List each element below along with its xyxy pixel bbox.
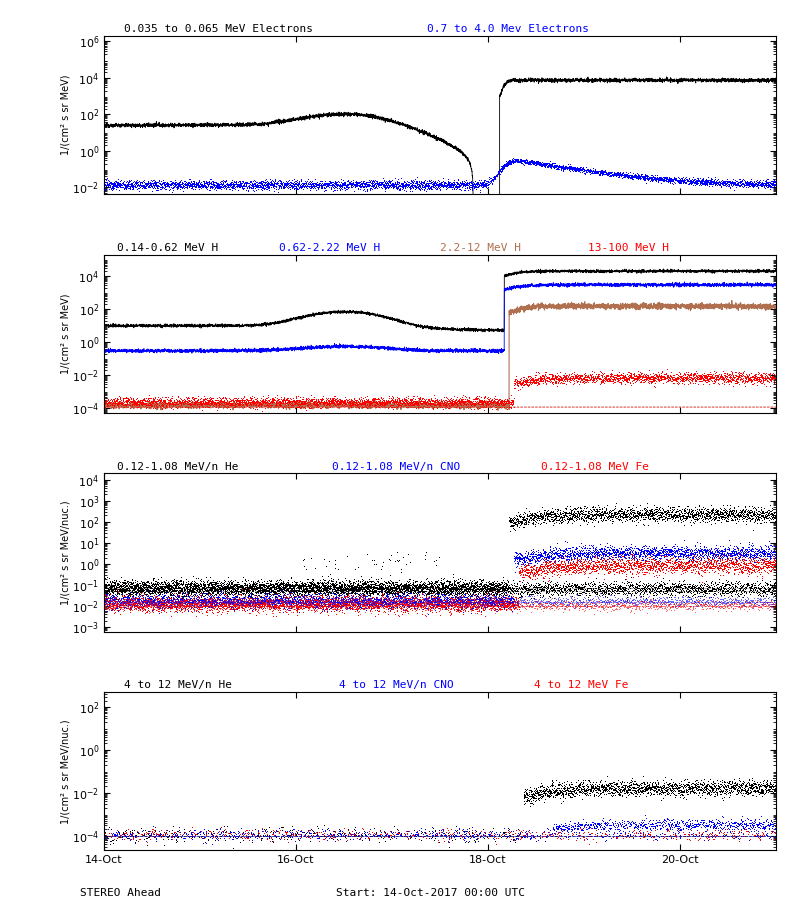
Y-axis label: 1/(cm² s sr MeV): 1/(cm² s sr MeV) [61,293,70,374]
Text: 4 to 12 MeV/n He: 4 to 12 MeV/n He [124,680,232,690]
Text: 0.12-1.08 MeV/n He: 0.12-1.08 MeV/n He [118,462,239,472]
Text: 0.12-1.08 MeV Fe: 0.12-1.08 MeV Fe [541,462,649,472]
Y-axis label: 1/(cm² s sr MeV): 1/(cm² s sr MeV) [61,75,71,156]
Text: 0.62-2.22 MeV H: 0.62-2.22 MeV H [278,243,380,253]
Text: Start: 14-Oct-2017 00:00 UTC: Start: 14-Oct-2017 00:00 UTC [336,887,525,897]
Y-axis label: 1/(cm² s sr MeV/nuc.): 1/(cm² s sr MeV/nuc.) [61,500,70,605]
Y-axis label: 1/(cm² s sr MeV/nuc.): 1/(cm² s sr MeV/nuc.) [61,719,70,824]
Text: STEREO Ahead: STEREO Ahead [80,887,161,897]
Text: 4 to 12 MeV Fe: 4 to 12 MeV Fe [534,680,629,690]
Text: 0.14-0.62 MeV H: 0.14-0.62 MeV H [118,243,218,253]
Text: 0.12-1.08 MeV/n CNO: 0.12-1.08 MeV/n CNO [333,462,461,472]
Text: 0.035 to 0.065 MeV Electrons: 0.035 to 0.065 MeV Electrons [124,24,313,34]
Text: 4 to 12 MeV/n CNO: 4 to 12 MeV/n CNO [339,680,454,690]
Text: 13-100 MeV H: 13-100 MeV H [588,243,669,253]
Text: 2.2-12 MeV H: 2.2-12 MeV H [440,243,521,253]
Text: 0.7 to 4.0 Mev Electrons: 0.7 to 4.0 Mev Electrons [426,24,589,34]
